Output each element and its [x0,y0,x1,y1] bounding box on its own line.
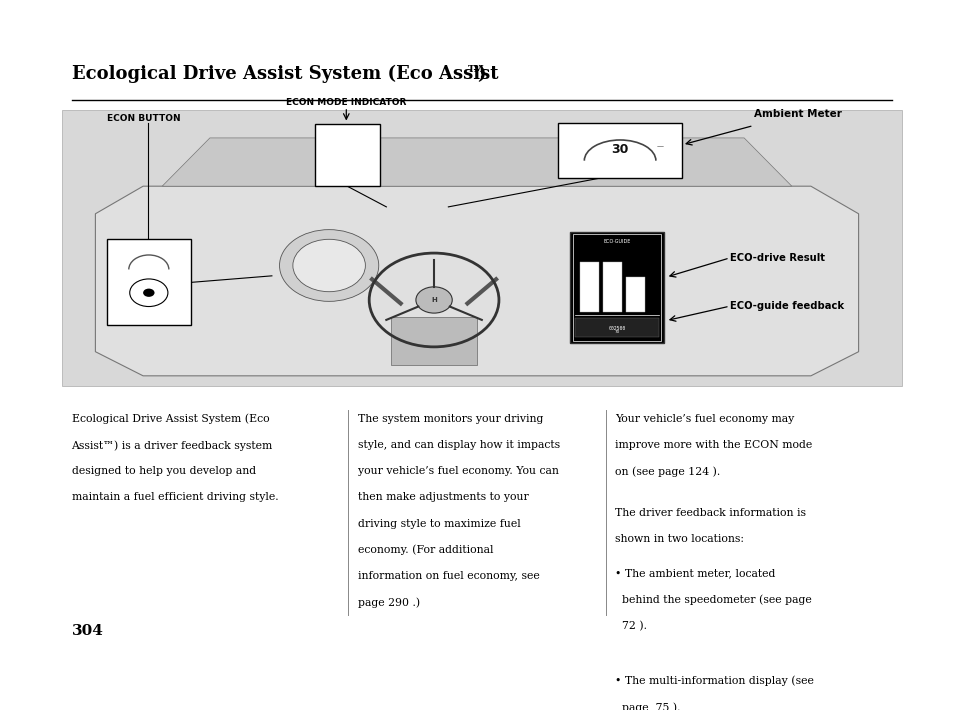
Text: information on fuel economy, see: information on fuel economy, see [357,571,539,581]
Text: improve more with the ECON mode: improve more with the ECON mode [615,440,812,450]
Text: 002500: 002500 [608,326,625,331]
Text: your vehicle’s fuel economy. You can: your vehicle’s fuel economy. You can [357,466,558,476]
Text: The driver feedback information is: The driver feedback information is [615,508,805,518]
Bar [570,232,663,343]
Text: ECO-drive Result: ECO-drive Result [729,253,824,263]
Text: Ecological Drive Assist System (Eco: Ecological Drive Assist System (Eco [71,414,269,425]
Text: —: — [656,143,662,149]
Bar [602,262,621,312]
Text: 72 ).: 72 ). [615,621,647,631]
Circle shape [293,239,365,292]
Bar [62,110,901,386]
Text: The system monitors your driving: The system monitors your driving [357,414,542,424]
Bar [575,318,659,337]
Text: 70: 70 [614,330,619,334]
Text: shown in two locations:: shown in two locations: [615,535,743,545]
Text: • The ambient meter, located: • The ambient meter, located [615,569,775,579]
Text: 30: 30 [611,143,628,155]
Polygon shape [162,138,791,186]
Text: economy. (For additional: economy. (For additional [357,545,493,555]
Bar [107,239,191,325]
Text: designed to help you develop and: designed to help you develop and [71,466,255,476]
Circle shape [416,287,452,313]
Bar [579,262,598,312]
Text: maintain a fuel efficient driving style.: maintain a fuel efficient driving style. [71,492,278,503]
Text: 304: 304 [71,624,103,638]
Text: ECO·GUIDE: ECO·GUIDE [603,239,630,244]
Text: on (see page 124 ).: on (see page 124 ). [615,466,720,476]
Text: Ambient Meter: Ambient Meter [753,109,841,119]
Text: Your vehicle’s fuel economy may: Your vehicle’s fuel economy may [615,414,794,424]
Circle shape [279,229,378,301]
Text: ECON MODE INDICATOR: ECON MODE INDICATOR [286,98,406,107]
Bar [558,123,681,178]
Text: ECON BUTTON: ECON BUTTON [107,114,180,123]
Text: page  75 ).: page 75 ). [615,702,680,710]
Bar [391,317,476,366]
Text: style, and can display how it impacts: style, and can display how it impacts [357,440,559,450]
Text: driving style to maximize fuel: driving style to maximize fuel [357,518,520,528]
Text: page 290 .): page 290 .) [357,597,419,608]
Text: Assist™) is a driver feedback system: Assist™) is a driver feedback system [71,440,273,451]
Bar [573,234,660,341]
Text: TM: TM [467,65,484,74]
Circle shape [143,288,154,297]
Text: H: H [431,297,436,303]
Text: • The multi-information display (see: • The multi-information display (see [615,676,813,687]
Text: ): ) [476,65,485,83]
Bar [314,124,379,186]
Text: then make adjustments to your: then make adjustments to your [357,492,528,503]
Bar [625,277,644,312]
Text: Ecological Drive Assist System (Eco Assist: Ecological Drive Assist System (Eco Assi… [71,65,497,83]
Text: behind the speedometer (see page: behind the speedometer (see page [615,594,811,605]
Text: ECO-guide feedback: ECO-guide feedback [729,301,843,311]
Polygon shape [95,186,858,376]
